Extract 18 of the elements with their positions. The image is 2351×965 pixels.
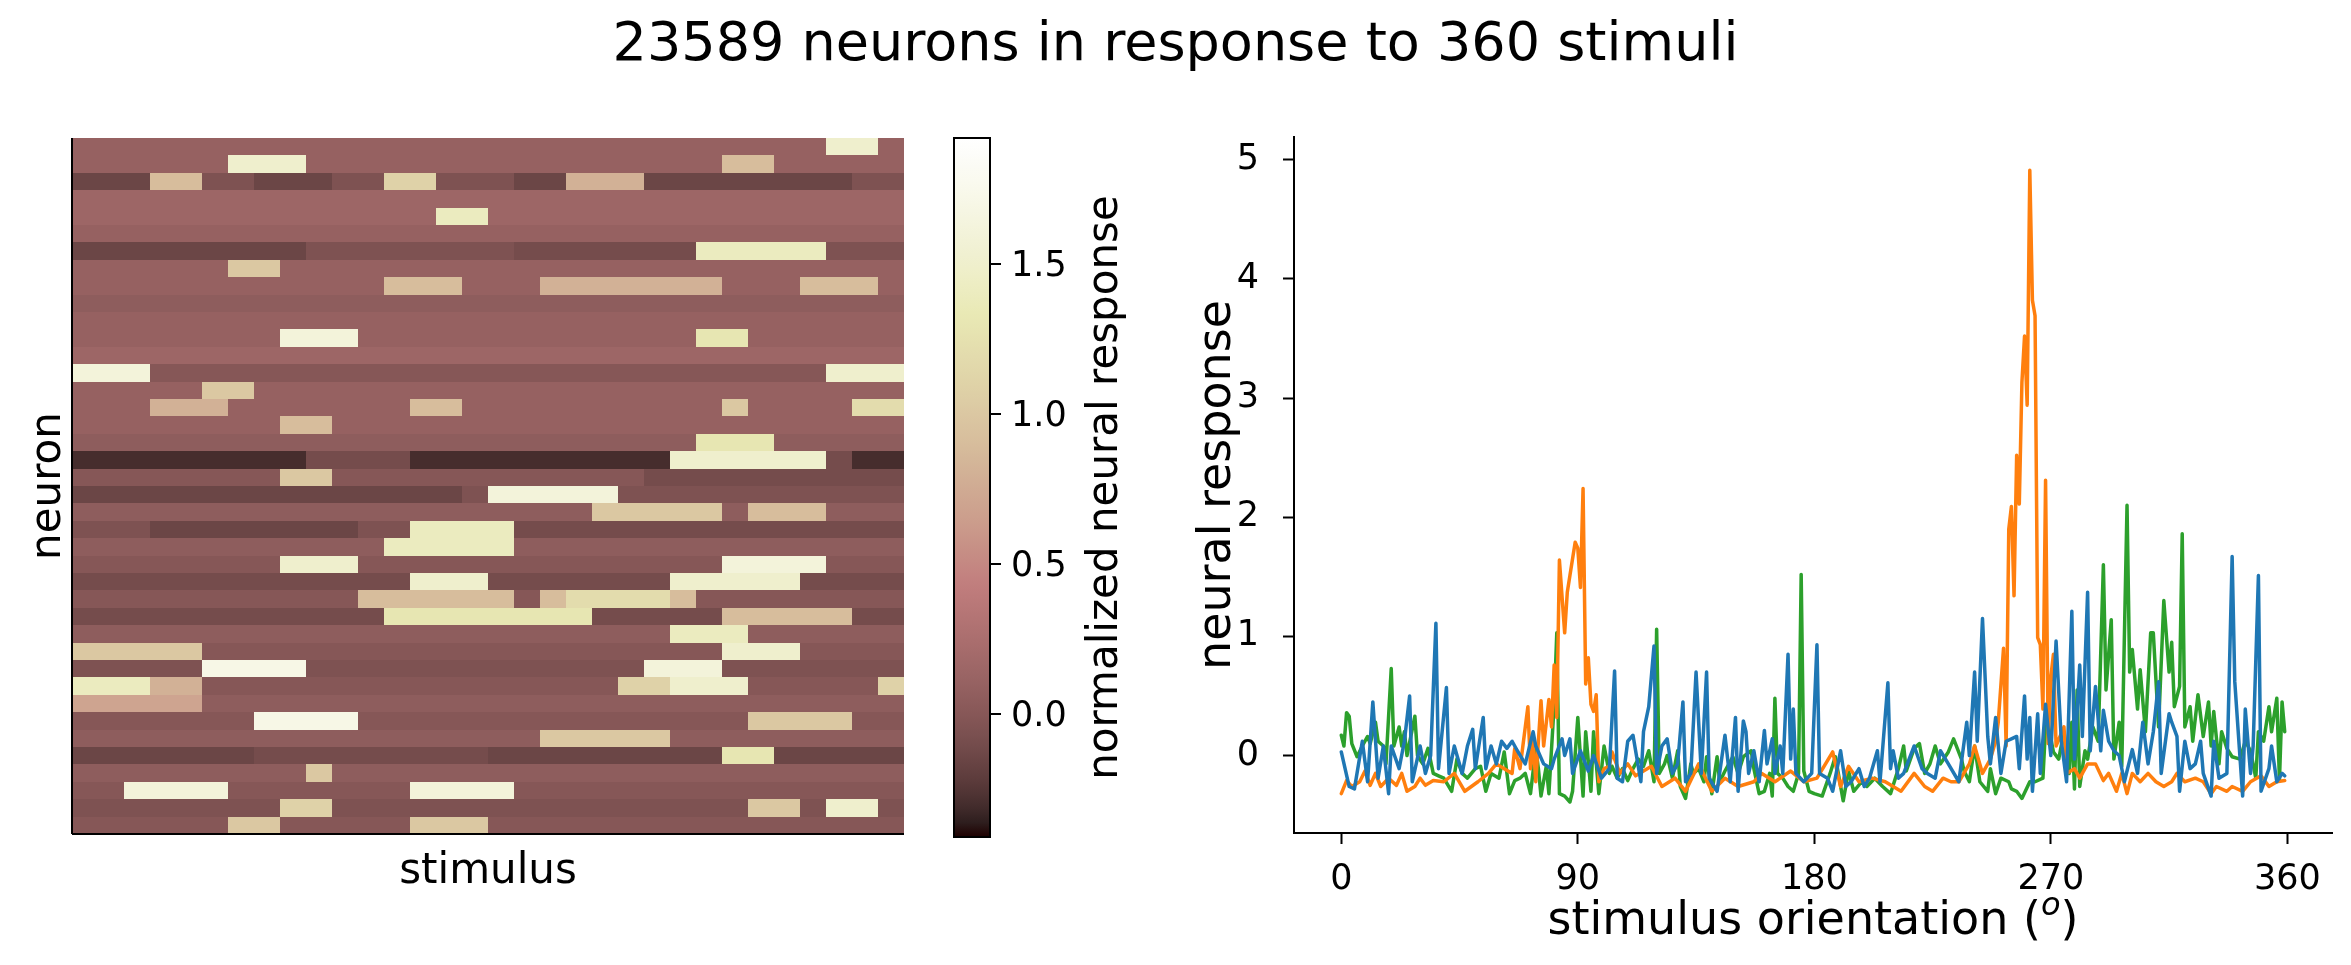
color-bar-label: 1.0: [1011, 394, 1067, 434]
y-tick-label: 0: [1236, 732, 1259, 773]
x-tick-label: 180: [1780, 857, 1848, 898]
color-bar-label: 0.0: [1011, 694, 1067, 734]
y-tick-label: 3: [1236, 375, 1259, 416]
text: 23589 neurons in response to 360 stimuli: [612, 10, 1739, 74]
x-tick-label: 360: [2253, 857, 2321, 898]
y-tick-label: 1: [1236, 613, 1259, 654]
x-tick-label: 0: [1330, 857, 1353, 898]
y-tick-label: 5: [1236, 136, 1259, 177]
x-tick-label: 270: [2017, 857, 2085, 898]
y-tick-label: 4: [1236, 255, 1259, 296]
y-axis-title: neuron: [20, 412, 70, 560]
color-bar-title: normalized neural response: [1077, 195, 1127, 780]
y-tick-label: 2: [1236, 494, 1259, 535]
color-bar-label: 1.5: [1011, 244, 1067, 284]
color-bar-label: 0.5: [1011, 544, 1067, 584]
x-axis-title: stimulus: [399, 843, 577, 893]
